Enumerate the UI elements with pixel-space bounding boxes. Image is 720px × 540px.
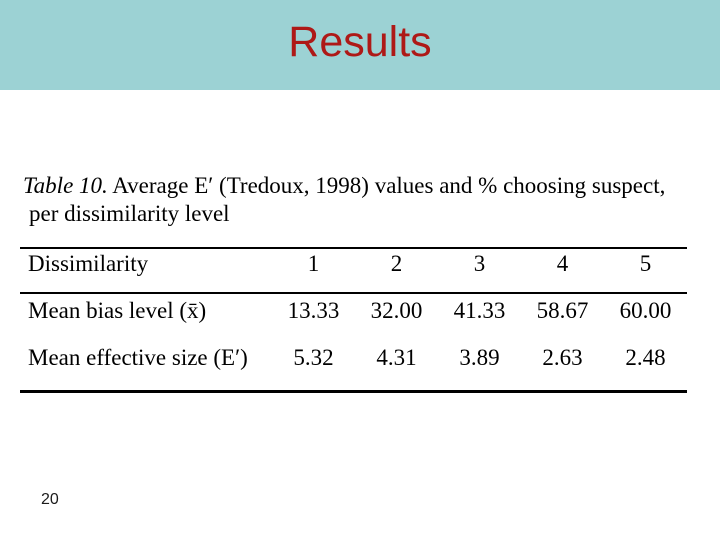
table-cell: 2.63: [542, 345, 583, 370]
table-cell: 4.31: [376, 345, 417, 370]
table-cell: 13.33: [287, 298, 340, 323]
table-cell: 2.48: [625, 345, 666, 370]
results-table: Dissimilarity 1 2 3 4 5 Mean bias level …: [20, 247, 687, 393]
table-header-row: Dissimilarity 1 2 3 4 5: [20, 248, 687, 293]
table-caption: Table 10. Average E′ (Tredoux, 1998) val…: [23, 172, 695, 228]
table-header-cell: 5: [639, 251, 652, 276]
table-caption-text: Average E′ (Tredoux, 1998) values and % …: [112, 173, 666, 198]
table-cell: 32.00: [370, 298, 423, 323]
slide-header-band: Results: [0, 0, 720, 90]
table-cell: 60.00: [619, 298, 672, 323]
table-caption-line1: Table 10. Average E′ (Tredoux, 1998) val…: [23, 172, 695, 200]
table-header-cell: 3: [473, 251, 486, 276]
table-row-label: Mean bias level (x̄): [28, 298, 207, 323]
table-header-cell: Dissimilarity: [28, 251, 149, 276]
table-row: Mean effective size (E′) 5.32 4.31 3.89 …: [20, 340, 687, 391]
table-cell: 58.67: [536, 298, 589, 323]
table-caption-line2: per dissimilarity level: [29, 201, 230, 226]
table-header-cell: 2: [390, 251, 403, 276]
table-header-cell: 4: [556, 251, 569, 276]
table-caption-label: Table 10.: [23, 173, 108, 198]
table-cell: 5.32: [293, 345, 334, 370]
table-header-cell: 1: [307, 251, 320, 276]
table-row: Mean bias level (x̄) 13.33 32.00 41.33 5…: [20, 293, 687, 340]
slide-title: Results: [288, 18, 432, 66]
table-cell: 3.89: [459, 345, 500, 370]
table-cell: 41.33: [453, 298, 506, 323]
page-number: 20: [41, 491, 59, 508]
table-row-label: Mean effective size (E′): [28, 345, 248, 370]
